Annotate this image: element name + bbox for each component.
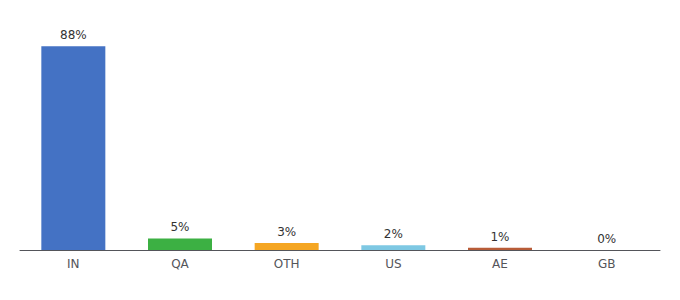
svg-text:US: US xyxy=(385,257,401,271)
svg-text:88%: 88% xyxy=(60,28,87,42)
svg-text:3%: 3% xyxy=(277,225,296,239)
svg-text:GB: GB xyxy=(598,257,616,271)
svg-text:2%: 2% xyxy=(384,227,403,241)
svg-text:IN: IN xyxy=(67,257,80,271)
svg-text:5%: 5% xyxy=(170,220,189,234)
svg-text:OTH: OTH xyxy=(274,257,300,271)
svg-text:1%: 1% xyxy=(490,230,509,244)
svg-text:QA: QA xyxy=(171,257,189,271)
svg-text:0%: 0% xyxy=(597,232,616,246)
svg-text:AE: AE xyxy=(492,257,508,271)
